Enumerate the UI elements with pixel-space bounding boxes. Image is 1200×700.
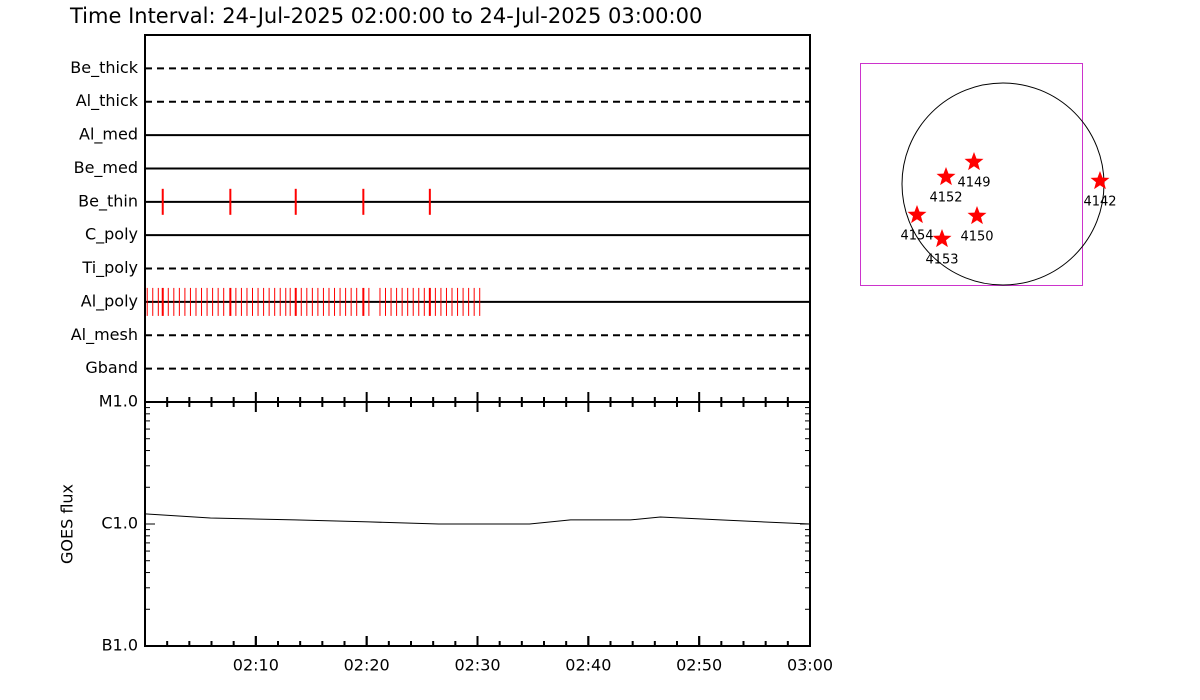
filter-label: C_poly: [85, 225, 138, 245]
filter-label: Al_thick: [76, 91, 139, 111]
x-tick-label: 02:40: [565, 656, 611, 675]
region-label: 4154: [900, 229, 933, 244]
x-tick-label: 03:00: [787, 656, 833, 675]
region-star: [967, 206, 987, 225]
region-star: [907, 205, 927, 224]
region-star: [936, 167, 956, 186]
x-tick-label: 02:20: [344, 656, 390, 675]
filter-label: Be_med: [74, 158, 138, 178]
filter-label: Ti_poly: [81, 258, 138, 278]
y-axis-label: GOES flux: [58, 484, 77, 564]
x-tick-label: 02:30: [454, 656, 500, 675]
region-star: [932, 229, 952, 248]
region-label: 4153: [925, 253, 958, 268]
x-tick-label: 02:50: [676, 656, 722, 675]
sun-map: [860, 63, 1105, 286]
region-label: 4142: [1083, 195, 1116, 210]
filter-label: Al_poly: [81, 291, 138, 311]
y-tick-label: C1.0: [101, 514, 138, 533]
filter-label: Al_med: [79, 125, 138, 145]
region-label: 4149: [957, 176, 990, 191]
y-tick-label: B1.0: [102, 636, 138, 655]
filter-label: Al_mesh: [71, 325, 138, 345]
filter-label: Gband: [85, 358, 138, 377]
region-label: 4152: [929, 191, 962, 206]
y-tick-label: M1.0: [99, 392, 138, 411]
fov-box: [860, 63, 1083, 286]
title: Time Interval: 24-Jul-2025 02:00:00 to 2…: [69, 4, 702, 28]
region-star: [964, 152, 984, 171]
filter-panel: [144, 34, 811, 403]
filter-label: Be_thin: [78, 191, 138, 211]
x-tick-label: 02:10: [233, 656, 279, 675]
region-star: [1090, 171, 1110, 190]
goes-curve: [144, 513, 811, 525]
filter-label: Be_thick: [70, 58, 138, 78]
region-label: 4150: [960, 230, 993, 245]
